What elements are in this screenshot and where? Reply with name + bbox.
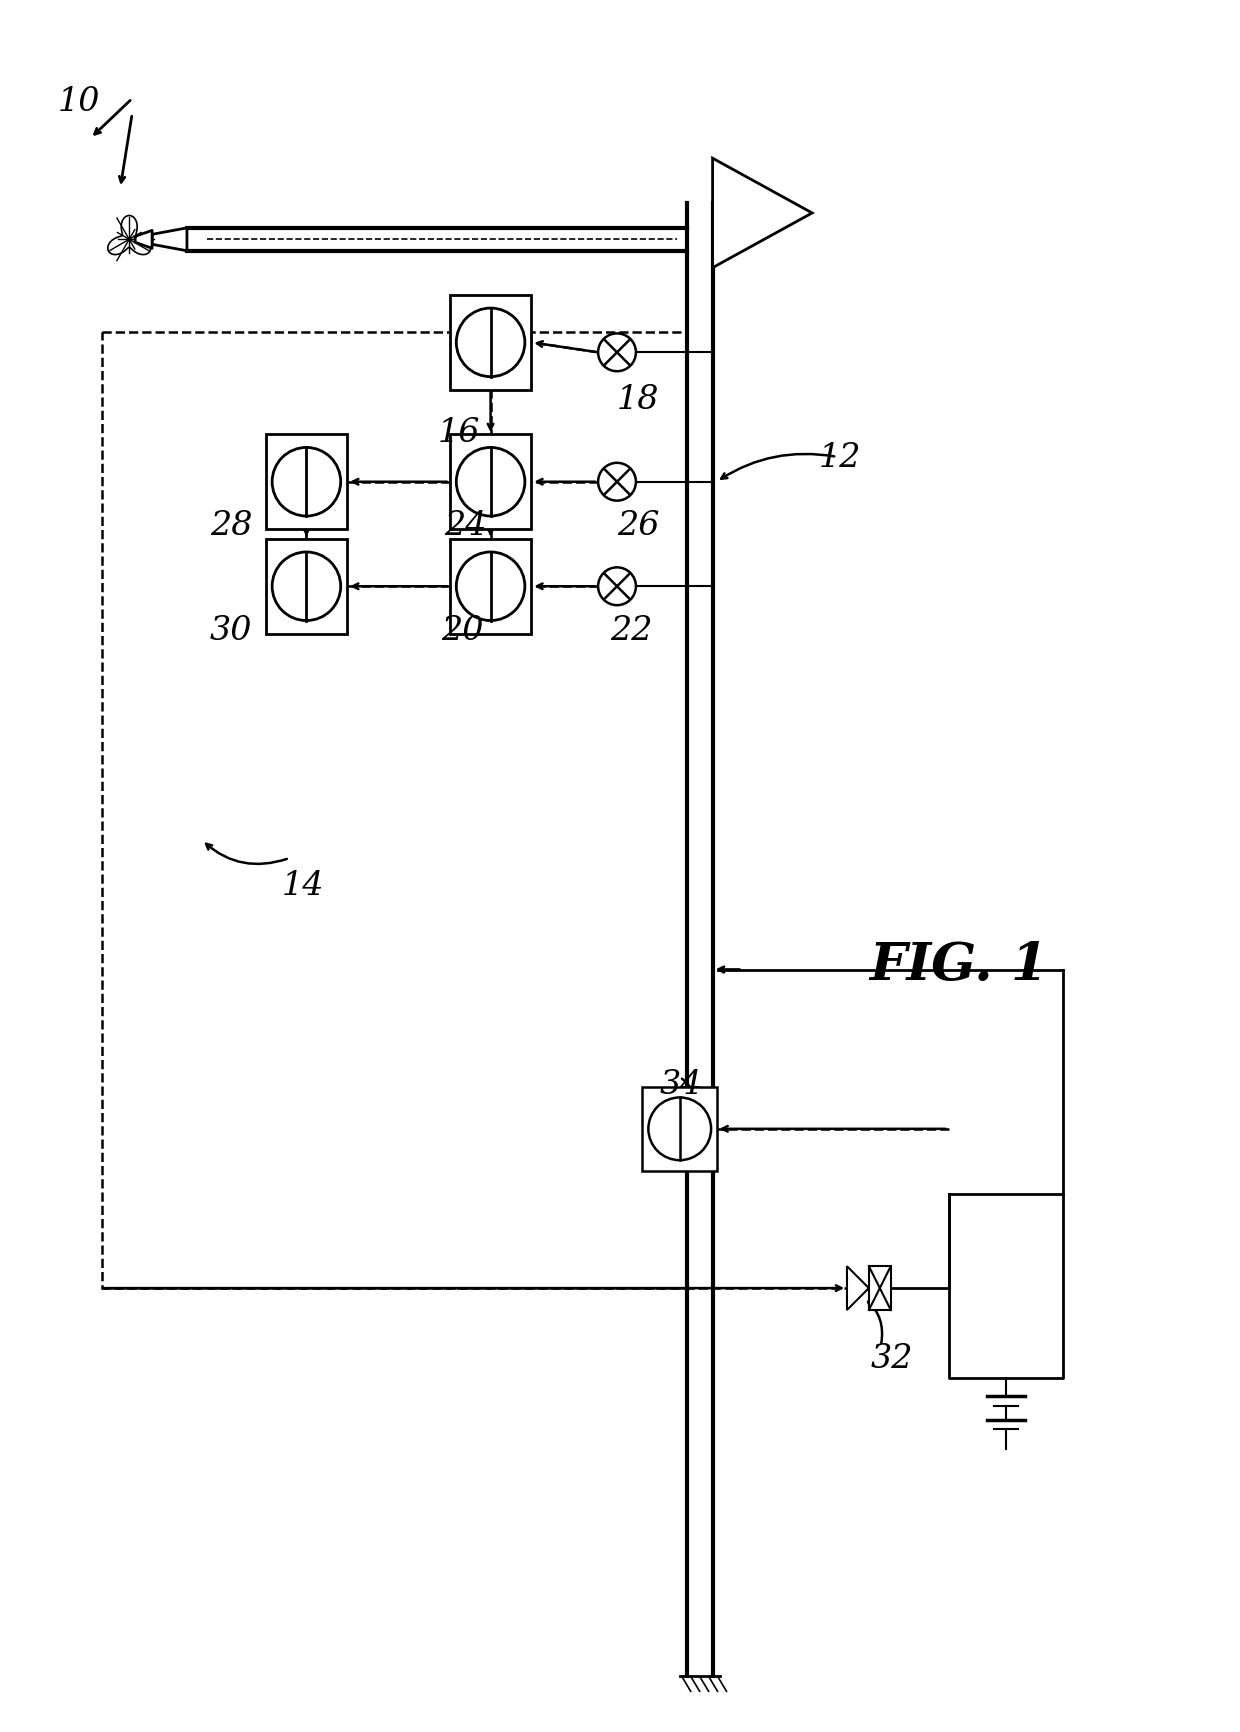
- Text: 28: 28: [210, 509, 253, 542]
- Bar: [450, 435, 532, 528]
- Text: 22: 22: [610, 615, 652, 648]
- Circle shape: [598, 568, 636, 604]
- Circle shape: [456, 553, 525, 620]
- Bar: [103, 333, 687, 1289]
- Text: 30: 30: [210, 615, 253, 648]
- Bar: [869, 1266, 890, 1309]
- Circle shape: [272, 447, 341, 516]
- Text: 26: 26: [618, 509, 660, 542]
- Bar: [450, 539, 532, 634]
- Circle shape: [272, 553, 341, 620]
- Circle shape: [456, 308, 525, 376]
- Bar: [265, 435, 347, 528]
- Text: 20: 20: [440, 615, 484, 648]
- Polygon shape: [847, 1266, 869, 1309]
- Polygon shape: [713, 158, 812, 268]
- Circle shape: [598, 462, 636, 501]
- Text: 12: 12: [820, 442, 862, 475]
- Bar: [450, 294, 532, 390]
- Text: 14: 14: [281, 869, 324, 902]
- Circle shape: [649, 1098, 711, 1160]
- Text: 16: 16: [438, 417, 480, 449]
- Text: 24: 24: [444, 509, 486, 542]
- Bar: [265, 539, 347, 634]
- Circle shape: [456, 447, 525, 516]
- Text: 18: 18: [618, 385, 660, 416]
- Polygon shape: [135, 230, 153, 248]
- Text: 34: 34: [660, 1069, 702, 1102]
- Text: 32: 32: [870, 1342, 914, 1375]
- Text: FIG. 1: FIG. 1: [869, 940, 1048, 991]
- Circle shape: [598, 333, 636, 371]
- Bar: [642, 1086, 717, 1171]
- Polygon shape: [153, 229, 187, 251]
- Text: 10: 10: [57, 85, 100, 118]
